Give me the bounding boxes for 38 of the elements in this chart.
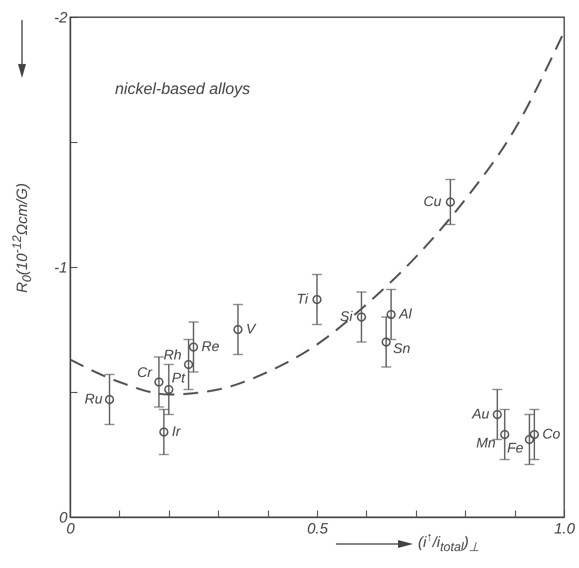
annotation: Ru — [84, 390, 103, 406]
annotation: Pt — [172, 370, 186, 386]
point — [164, 384, 174, 394]
point — [154, 377, 164, 387]
annotation: Re — [202, 338, 220, 354]
annotation: V — [246, 320, 257, 336]
annotation: Ir — [172, 423, 182, 439]
annotation: Mn — [476, 434, 496, 450]
annotation: Fe — [507, 440, 524, 456]
point — [356, 312, 366, 322]
annotation: Sn — [393, 340, 410, 356]
point — [524, 434, 534, 444]
point — [188, 342, 198, 352]
annotation: nickel-based alloys — [115, 81, 250, 98]
annotation: Si — [340, 308, 354, 324]
point — [492, 410, 502, 420]
annotation: Ti — [296, 290, 309, 306]
point — [386, 310, 396, 320]
x-tick-label: 0.5 — [307, 520, 329, 538]
y-tick-label: -2 — [54, 10, 68, 26]
point — [312, 294, 322, 304]
annotation: Co — [542, 426, 560, 442]
y-tick-label: -1 — [54, 260, 68, 276]
annotation: Cu — [423, 193, 442, 209]
x-axis-title: (i$^{↑}$/i$_{total}$)$_{⊥}$ — [418, 530, 480, 554]
point — [530, 430, 539, 440]
annotation: Al — [398, 306, 412, 322]
point — [446, 197, 456, 207]
point — [104, 394, 114, 404]
annotation: Rh — [164, 346, 182, 362]
point — [233, 324, 243, 334]
point — [184, 360, 194, 370]
point — [500, 430, 510, 440]
x-tick-label: 1.0 — [554, 520, 576, 538]
point — [159, 427, 168, 437]
y-tick-label: 0 — [59, 510, 68, 526]
annotation: Cr — [137, 364, 154, 380]
annotation: Au — [471, 406, 490, 422]
